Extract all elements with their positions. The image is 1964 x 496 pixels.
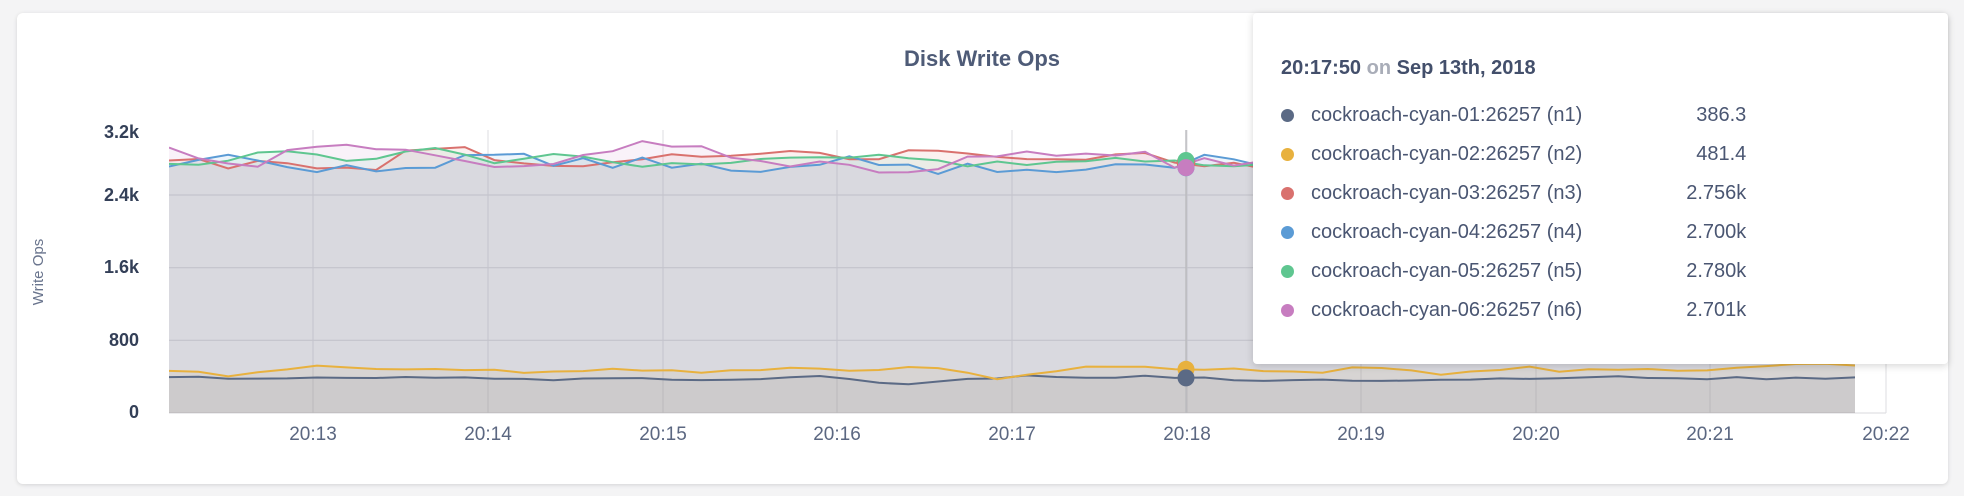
svg-text:20:17: 20:17 — [988, 424, 1036, 445]
svg-text:20:22: 20:22 — [1862, 424, 1910, 445]
svg-text:20:19: 20:19 — [1337, 424, 1385, 445]
svg-text:20:14: 20:14 — [464, 424, 512, 445]
svg-text:2.4k: 2.4k — [104, 185, 140, 205]
svg-text:0: 0 — [129, 402, 139, 422]
svg-text:20:13: 20:13 — [289, 424, 337, 445]
svg-text:20:21: 20:21 — [1686, 424, 1734, 445]
svg-text:20:20: 20:20 — [1512, 424, 1560, 445]
svg-text:800: 800 — [109, 330, 139, 350]
svg-text:20:16: 20:16 — [813, 424, 861, 445]
svg-text:20:15: 20:15 — [639, 424, 687, 445]
svg-text:20:18: 20:18 — [1163, 424, 1211, 445]
svg-text:3.2k: 3.2k — [104, 122, 140, 142]
svg-text:1.6k: 1.6k — [104, 257, 140, 277]
